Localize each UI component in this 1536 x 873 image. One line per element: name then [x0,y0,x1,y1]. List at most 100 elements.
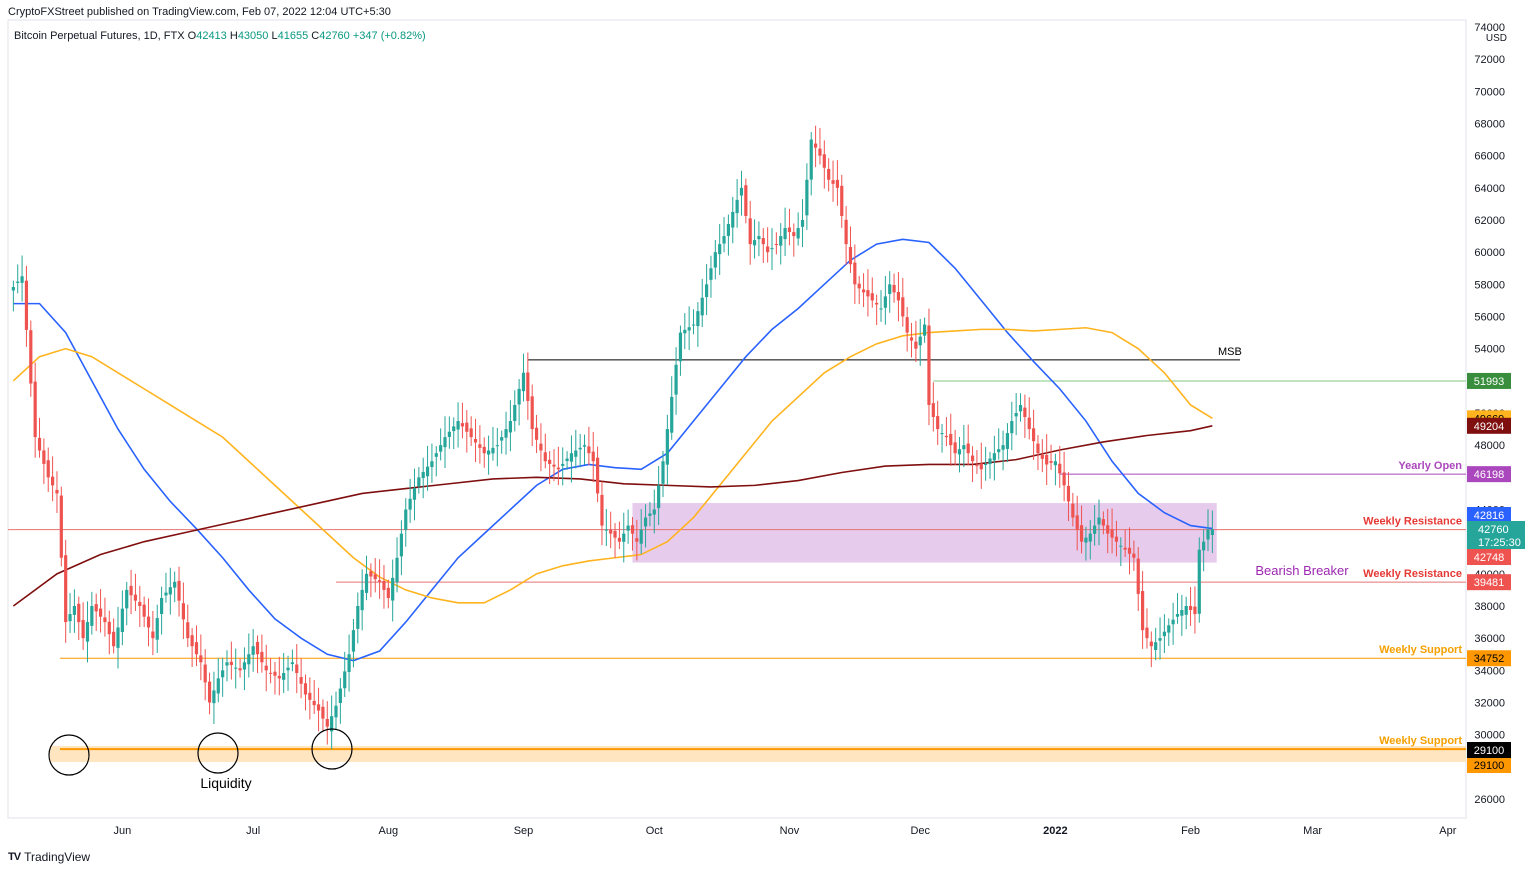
candle-body [800,220,805,227]
candle-body [68,614,72,622]
candle-body [303,683,308,695]
candle-body [853,262,857,285]
candle-body [491,447,495,454]
candle-body [1062,472,1066,486]
candle-body [439,445,443,452]
candle-body [975,465,979,467]
candle-body [526,372,530,401]
candle-body [879,308,883,310]
y-tick-32000: 32000 [1474,698,1505,710]
tradingview-logo-icon: TV [8,851,21,863]
candle-body [103,617,107,623]
symbol-legend: Bitcoin Perpetual Futures, 1D, FTX O4241… [14,30,426,42]
candle-body [774,244,778,246]
candle-body [190,635,194,647]
candle-body [674,364,678,395]
candle-body [1001,445,1005,450]
last-price-tag-bg [1467,521,1525,549]
x-tick-Mar: Mar [1303,825,1322,837]
candle-body [64,555,68,623]
candle-body [905,317,909,333]
candle-body [181,603,185,620]
candle-body [369,571,373,577]
candle-body [748,218,752,245]
candle-body [622,533,626,542]
candle-body [112,631,116,647]
low-value: 41655 [277,30,309,42]
y-tick-58000: 58000 [1474,279,1505,291]
candle-body [347,654,351,673]
candle-body [160,597,164,614]
candle-body [125,589,129,609]
candle-body [822,154,826,168]
candle-body [408,498,412,510]
series-line-ema_maroon [12,425,1213,607]
candle-body [966,443,970,454]
candle-body [814,143,818,148]
candle-body [883,296,887,308]
candle-body [155,618,159,640]
candle-body [247,654,251,665]
candle-body [617,537,621,542]
candle-body [1088,533,1092,542]
candle-body [46,460,50,478]
candle-body [630,525,635,534]
candle-body [1202,541,1206,551]
candle-body [251,646,255,655]
candle-body [1175,614,1180,617]
candle-body [735,199,739,214]
tradingview-footer: TV TradingView [8,850,90,864]
candle-body [146,616,151,628]
candle-body [504,429,508,438]
candle-body [51,476,55,486]
candle-body [744,185,748,216]
candle-body [731,211,735,228]
candle-body [591,451,595,462]
candle-body [1036,443,1040,454]
candle-body [133,594,138,601]
candle-body [168,587,172,595]
candle-body [1119,545,1123,547]
candle-body [325,718,329,727]
price-tag-7-bg [1467,650,1511,667]
candle-body [42,450,46,464]
candle-body [1206,529,1210,540]
candle-body [665,429,669,465]
candle-body [378,580,382,582]
candle-body [901,297,905,317]
candle-body [931,403,935,418]
candle-body [1084,537,1088,543]
x-tick-Dec: Dec [910,825,930,837]
candle-body [687,327,691,331]
candle-body [1141,591,1145,631]
y-tick-56000: 56000 [1474,312,1505,324]
candle-body [72,606,76,615]
candle-body [382,581,386,590]
candle-body [1075,515,1079,530]
bearish-breaker-zone [632,503,1217,563]
candle-body [657,485,661,509]
candle-body [1049,461,1053,463]
candle-body [604,529,608,531]
candle-body [626,525,630,531]
candle-body [434,453,438,457]
candle-body [1110,529,1114,538]
y-tick-72000: 72000 [1474,54,1505,66]
level-label-8: Weekly Support [1379,735,1462,747]
candle-body [85,622,90,642]
price-tag-3-bg [1467,417,1511,434]
price-tag-blue-bg [1467,507,1511,523]
candle-body [543,452,547,462]
candle-body [229,661,233,665]
candle-body [957,449,962,455]
high-key: H [229,30,238,42]
candle-body [1040,454,1044,459]
candle-body [726,224,730,236]
candle-body [260,651,264,663]
y-tick-38000: 38000 [1474,601,1505,613]
candle-body [678,332,683,362]
candle-body [661,461,665,484]
candle-body [984,463,988,466]
price-tag-4: 46198 [1474,469,1505,481]
